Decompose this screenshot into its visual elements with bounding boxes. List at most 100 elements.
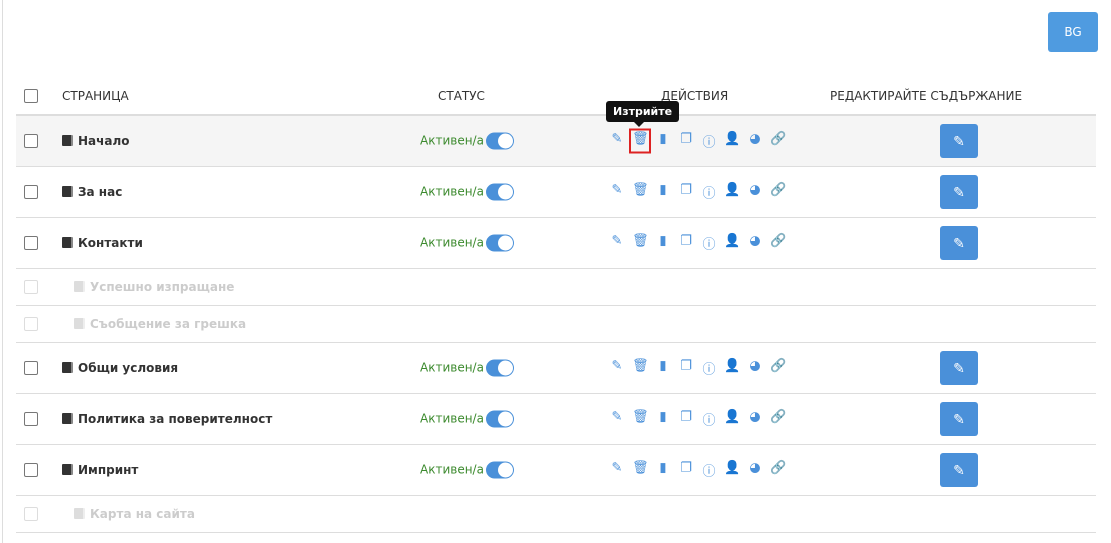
link-icon[interactable]: 🔗: [770, 233, 787, 249]
book-icon: [74, 281, 85, 292]
table-row: Импринт Активен/а ✎ 🗑 ▮ ❐ ⓘ 👤 ◕ 🔗 ✎: [16, 445, 1096, 496]
status-toggle[interactable]: [485, 183, 514, 201]
info-icon[interactable]: ⓘ: [702, 237, 716, 253]
edit-content-button[interactable]: ✎: [940, 175, 978, 209]
link-icon[interactable]: 🔗: [770, 182, 787, 198]
pencil-icon[interactable]: ✎: [611, 358, 623, 374]
globe-icon[interactable]: ◕: [749, 182, 761, 198]
user-icon[interactable]: 👤: [724, 358, 741, 374]
trash-icon[interactable]: 🗑: [632, 182, 649, 198]
copy-icon[interactable]: ❐: [680, 182, 692, 198]
globe-icon[interactable]: ◕: [749, 233, 761, 249]
file-icon[interactable]: ▮: [659, 409, 667, 425]
table-row: Начало Активен/а ✎ 🗑 ▮ ❐ ⓘ 👤 ◕ 🔗 ✎: [16, 116, 1096, 167]
page-name[interactable]: За нас: [78, 185, 123, 199]
file-icon[interactable]: ▮: [659, 460, 667, 476]
status-text: Активен/а: [420, 133, 484, 148]
book-icon: [74, 508, 85, 519]
page-name[interactable]: Политика за поверителност: [78, 412, 273, 426]
book-icon: [62, 135, 73, 146]
file-icon[interactable]: ▮: [659, 131, 667, 147]
trash-icon[interactable]: 🗑: [632, 233, 649, 249]
edit-icon: ✎: [953, 410, 965, 427]
row-actions: ✎ 🗑 ▮ ❐ ⓘ 👤 ◕ 🔗: [609, 358, 787, 378]
trash-icon[interactable]: 🗑: [632, 409, 649, 425]
row-checkbox[interactable]: [24, 412, 38, 426]
row-checkbox[interactable]: [24, 185, 38, 199]
edit-content-button[interactable]: ✎: [940, 124, 978, 158]
link-icon[interactable]: 🔗: [770, 358, 787, 374]
status-toggle[interactable]: [485, 132, 514, 150]
user-icon[interactable]: 👤: [724, 131, 741, 147]
info-icon[interactable]: ⓘ: [702, 135, 716, 151]
edit-content-button[interactable]: ✎: [940, 402, 978, 436]
row-actions: ✎ 🗑 ▮ ❐ ⓘ 👤 ◕ 🔗: [609, 233, 787, 253]
user-icon[interactable]: 👤: [724, 409, 741, 425]
row-checkbox: [24, 507, 38, 521]
book-icon: [74, 318, 85, 329]
info-icon[interactable]: ⓘ: [702, 464, 716, 480]
globe-icon[interactable]: ◕: [749, 131, 761, 147]
trash-icon[interactable]: 🗑: [632, 358, 649, 374]
table-row: Контакти Активен/а ✎ 🗑 ▮ ❐ ⓘ 👤 ◕ 🔗 ✎: [16, 218, 1096, 269]
trash-icon[interactable]: 🗑: [632, 460, 649, 476]
page-name[interactable]: Импринт: [78, 463, 139, 477]
edit-content-button[interactable]: ✎: [940, 453, 978, 487]
pencil-icon[interactable]: ✎: [611, 460, 623, 476]
left-border: [2, 0, 3, 543]
copy-icon[interactable]: ❐: [680, 460, 692, 476]
row-checkbox[interactable]: [24, 134, 38, 148]
pencil-icon[interactable]: ✎: [611, 233, 623, 249]
copy-icon[interactable]: ❐: [680, 131, 692, 147]
row-actions: ✎ 🗑 ▮ ❐ ⓘ 👤 ◕ 🔗: [609, 182, 787, 202]
user-icon[interactable]: 👤: [724, 182, 741, 198]
link-icon[interactable]: 🔗: [770, 131, 787, 147]
header-actions: ДЕЙСТВИЯ: [661, 89, 729, 103]
edit-content-button[interactable]: ✎: [940, 226, 978, 260]
copy-icon[interactable]: ❐: [680, 358, 692, 374]
trash-icon[interactable]: 🗑: [629, 128, 651, 154]
file-icon[interactable]: ▮: [659, 358, 667, 374]
table-row: Политика за поверителност Активен/а ✎ 🗑 ▮ ❐ ⓘ 👤…: [16, 394, 1096, 445]
file-icon[interactable]: ▮: [659, 182, 667, 198]
select-all-checkbox[interactable]: [24, 89, 38, 103]
delete-tooltip: Изтрийте: [606, 101, 680, 127]
row-checkbox[interactable]: [24, 361, 38, 375]
link-icon[interactable]: 🔗: [770, 460, 787, 476]
status-toggle[interactable]: [485, 410, 514, 428]
file-icon[interactable]: ▮: [659, 233, 667, 249]
status-toggle[interactable]: [485, 359, 514, 377]
edit-icon: ✎: [953, 183, 965, 200]
row-checkbox[interactable]: [24, 236, 38, 250]
table-header: СТРАНИЦА СТАТУС ДЕЙСТВИЯ РЕДАКТИРАЙТЕ СЪ…: [16, 78, 1096, 116]
globe-icon[interactable]: ◕: [749, 460, 761, 476]
copy-icon[interactable]: ❐: [680, 409, 692, 425]
book-icon: [62, 237, 73, 248]
globe-icon[interactable]: ◕: [749, 409, 761, 425]
info-icon[interactable]: ⓘ: [702, 362, 716, 378]
status-toggle[interactable]: [485, 234, 514, 252]
pencil-icon[interactable]: ✎: [611, 131, 623, 147]
edit-content-button[interactable]: ✎: [940, 351, 978, 385]
pencil-icon[interactable]: ✎: [611, 182, 623, 198]
info-icon[interactable]: ⓘ: [702, 413, 716, 429]
edit-icon: ✎: [953, 359, 965, 376]
row-actions: ✎ 🗑 ▮ ❐ ⓘ 👤 ◕ 🔗: [609, 460, 787, 480]
page-name[interactable]: Контакти: [78, 236, 143, 250]
row-checkbox: [24, 317, 38, 331]
pencil-icon[interactable]: ✎: [611, 409, 623, 425]
table-row: Успешно изпращане: [16, 269, 1096, 306]
globe-icon[interactable]: ◕: [749, 358, 761, 374]
language-button[interactable]: BG: [1048, 12, 1098, 52]
link-icon[interactable]: 🔗: [770, 409, 787, 425]
status-toggle[interactable]: [485, 461, 514, 479]
copy-icon[interactable]: ❐: [680, 233, 692, 249]
page-name[interactable]: Общи условия: [78, 361, 179, 375]
book-icon: [62, 186, 73, 197]
status-text: Активен/а: [420, 235, 484, 250]
user-icon[interactable]: 👤: [724, 460, 741, 476]
user-icon[interactable]: 👤: [724, 233, 741, 249]
page-name[interactable]: Начало: [78, 134, 130, 148]
row-checkbox[interactable]: [24, 463, 38, 477]
info-icon[interactable]: ⓘ: [702, 186, 716, 202]
